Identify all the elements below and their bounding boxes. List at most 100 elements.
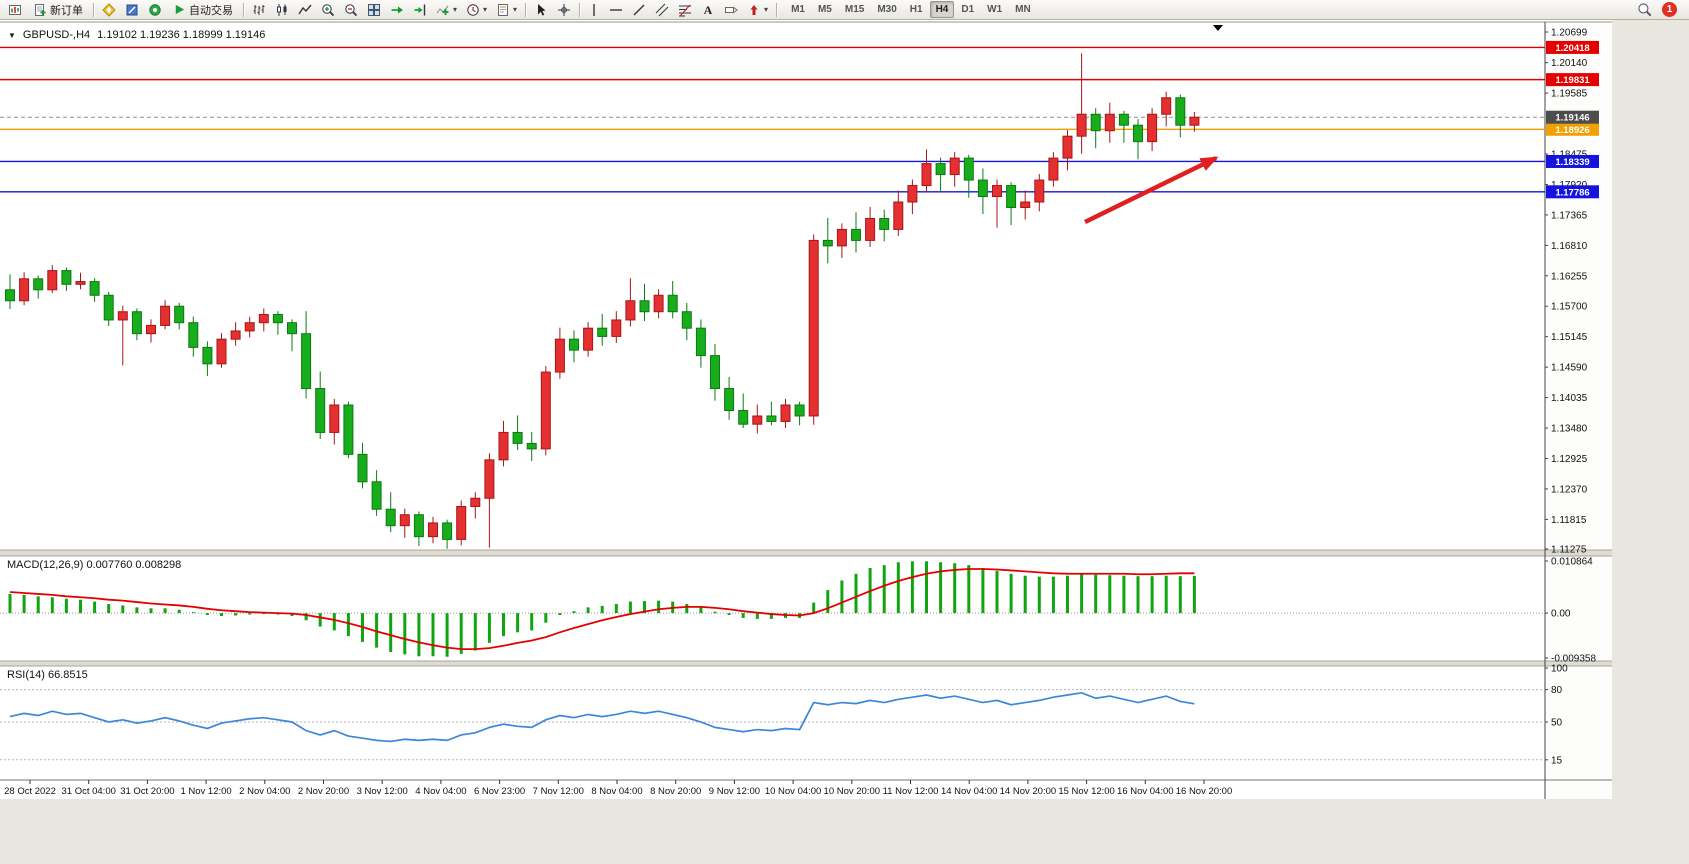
candle-body — [639, 300, 650, 313]
rsi-axis-label: 100 — [1551, 664, 1568, 675]
candle-body — [1048, 157, 1059, 181]
line-chart-button[interactable] — [294, 1, 316, 19]
panel-splitter[interactable] — [0, 661, 1612, 666]
community-button[interactable] — [144, 1, 166, 19]
svg-text:A: A — [704, 3, 713, 17]
timeframe-mn-button[interactable]: MN — [1015, 4, 1031, 15]
candle-body — [5, 289, 15, 302]
candle-body — [1189, 116, 1200, 126]
tile-windows-button[interactable] — [363, 1, 385, 19]
timeframe-m30-button[interactable]: M30 — [877, 4, 897, 15]
candle-body — [780, 404, 791, 422]
auto-trading-button[interactable]: 自动交易 — [167, 1, 239, 19]
macd-axis[interactable]: 0.010864 0.00 -0.009358 — [1545, 557, 1596, 665]
mql-wizard-button[interactable] — [98, 1, 120, 19]
price-tag[interactable] — [1546, 185, 1599, 199]
symbol-name: GBPUSD-,H4 — [22, 29, 91, 41]
candle-body — [808, 239, 819, 417]
auto-scroll-button[interactable] — [386, 1, 408, 19]
fibonacci-button[interactable] — [674, 1, 696, 19]
main-toolbar: 新订单 自动交易 — [0, 0, 1689, 20]
candle-body — [583, 327, 594, 351]
metaeditor-button[interactable] — [121, 1, 143, 19]
cursor-button[interactable] — [530, 1, 552, 19]
price-tag[interactable] — [1546, 40, 1599, 54]
panel-splitter[interactable] — [0, 550, 1612, 556]
chart-shift-button[interactable] — [409, 1, 431, 19]
timeframe-h4-button[interactable]: H4 — [929, 1, 955, 18]
channel-button[interactable] — [651, 1, 673, 19]
periods-button[interactable]: ▾ — [462, 1, 491, 19]
notification-badge[interactable]: 1 — [1662, 2, 1677, 17]
candle-body — [738, 409, 749, 425]
time-axis-label: 14 Nov 04:00 — [941, 786, 998, 797]
text-tool-button[interactable]: A — [697, 1, 719, 19]
price-axis-label: 1.11815 — [1551, 515, 1587, 526]
timeframe-d1-button[interactable]: D1 — [961, 4, 975, 15]
horizontal-level-line[interactable]: 1.20418 — [0, 40, 1599, 54]
candle-body — [1175, 97, 1186, 126]
price-tag[interactable] — [1546, 122, 1599, 136]
trendline-button[interactable] — [628, 1, 650, 19]
horizontal-level-line[interactable]: 1.18339 — [0, 154, 1599, 168]
candle-body — [188, 322, 199, 348]
dropdown-caret: ▾ — [513, 4, 518, 14]
rsi-axis[interactable]: 100 80 50 15 — [1545, 664, 1568, 767]
horizontal-level-line[interactable]: 1.18926 — [0, 122, 1599, 136]
candle-body — [822, 239, 833, 247]
price-tag[interactable] — [1546, 73, 1599, 87]
line-chart-icon — [298, 4, 312, 14]
horizontal-line-button[interactable] — [605, 1, 627, 19]
arrows-tool-button[interactable]: ▾ — [743, 1, 772, 19]
trend-arrow[interactable] — [1084, 155, 1219, 225]
candle-body — [413, 514, 424, 538]
text-label-button[interactable] — [720, 1, 742, 19]
trendline-icon — [633, 4, 645, 15]
chart-shift-icon — [414, 4, 426, 15]
new-order-label: 新订单 — [50, 4, 83, 17]
vertical-line-button[interactable] — [584, 1, 604, 19]
new-chart-icon — [9, 4, 21, 15]
candle-body — [131, 311, 142, 335]
new-order-button[interactable]: 新订单 — [27, 1, 89, 19]
candle-body — [526, 442, 537, 450]
new-chart-button[interactable] — [4, 1, 26, 19]
timeframe-w1-button[interactable]: W1 — [987, 4, 1003, 15]
time-axis[interactable]: 28 Oct 2022 31 Oct 04:00 31 Oct 20:00 1 Nov… — [4, 780, 1232, 797]
search-icon[interactable] — [1637, 2, 1652, 17]
chart-shift-marker[interactable] — [1213, 25, 1223, 31]
candle-body — [343, 404, 354, 455]
crosshair-button[interactable] — [553, 1, 575, 19]
community-icon — [149, 3, 161, 16]
bar-chart-button[interactable] — [248, 1, 270, 19]
candle-body — [597, 327, 608, 337]
candles-group — [5, 53, 1200, 549]
time-axis-label: 15 Nov 12:00 — [1058, 786, 1115, 797]
candle-body — [977, 179, 988, 198]
macd-signal-line — [9, 568, 1195, 650]
candle-body — [146, 324, 156, 335]
timeframe-m5-button[interactable]: M5 — [817, 4, 832, 15]
zoom-in-button[interactable] — [317, 1, 339, 19]
symbol-dropdown-icon[interactable]: ▼ — [8, 30, 16, 40]
templates-button[interactable]: ▾ — [492, 1, 521, 19]
candle-body — [851, 228, 861, 241]
candle-body — [921, 163, 932, 187]
price-axis-background[interactable] — [1545, 20, 1612, 799]
timeframe-m1-button[interactable]: M1 — [791, 4, 805, 15]
timeframe-h1-button[interactable]: H1 — [909, 4, 923, 15]
chart-canvas[interactable]: 1.206991.201401.195851.184751.179201.173… — [0, 20, 1689, 864]
indicators-button[interactable]: ▾ — [432, 1, 461, 19]
timeframe-m15-button[interactable]: M15 — [844, 4, 865, 15]
horizontal-level-line[interactable]: 1.19831 — [0, 73, 1599, 87]
horizontal-level-line[interactable]: 1.17786 — [0, 185, 1599, 199]
metaeditor-icon — [126, 4, 138, 15]
indicators-icon — [436, 5, 449, 15]
candle-body — [1062, 135, 1073, 159]
candlestick-chart-button[interactable] — [271, 1, 293, 19]
zoom-out-button[interactable] — [340, 1, 362, 19]
chart-area[interactable]: 1.206991.201401.195851.184751.179201.173… — [0, 20, 1689, 864]
price-tag[interactable] — [1546, 154, 1599, 168]
macd-axis-label: 0.00 — [1551, 609, 1571, 620]
